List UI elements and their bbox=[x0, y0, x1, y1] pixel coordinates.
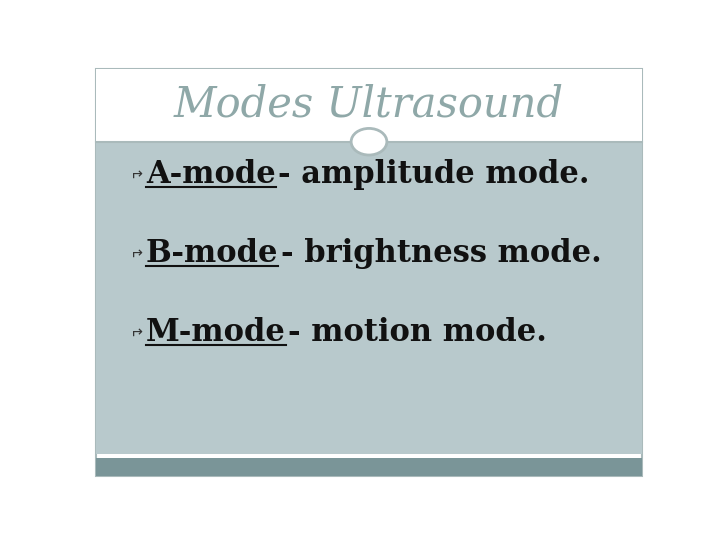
Circle shape bbox=[351, 129, 387, 155]
Text: Modes Ultrasound: Modes Ultrasound bbox=[174, 83, 564, 125]
Bar bbox=[96, 69, 642, 141]
Text: ↵: ↵ bbox=[130, 243, 142, 258]
Text: - motion mode.: - motion mode. bbox=[288, 318, 546, 348]
Bar bbox=[96, 458, 642, 476]
Bar bbox=[96, 141, 642, 454]
Text: ↵: ↵ bbox=[130, 164, 142, 179]
Text: - amplitude mode.: - amplitude mode. bbox=[278, 159, 589, 191]
Text: M-mode: M-mode bbox=[145, 318, 286, 348]
Text: B-mode: B-mode bbox=[145, 239, 279, 269]
Text: A-mode: A-mode bbox=[145, 159, 276, 191]
Text: - brightness mode.: - brightness mode. bbox=[281, 239, 601, 269]
Text: ↵: ↵ bbox=[130, 322, 142, 337]
